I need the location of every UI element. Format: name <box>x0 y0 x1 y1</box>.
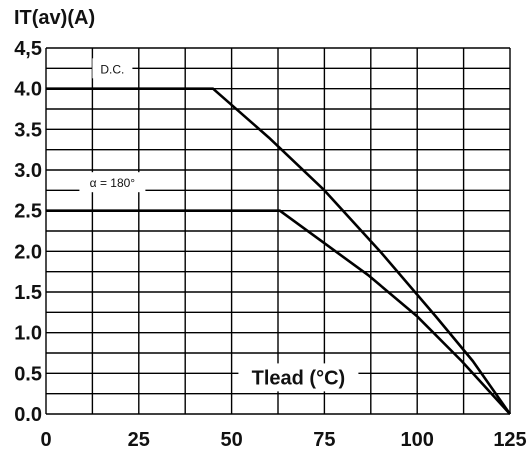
series-label-2: α = 180° <box>90 176 136 190</box>
x-tick-label: 0 <box>40 429 51 451</box>
x-axis-label-background <box>238 363 359 392</box>
y-tick-labels: 0.0 0.5 1.0 1.5 2.0 2.5 3.0 3.5 4.0 4,5 <box>14 38 42 426</box>
x-tick-label: 25 <box>128 429 150 451</box>
series-layer: D.C. α = 180° <box>46 58 512 415</box>
y-tick-label: 4,5 <box>14 38 42 60</box>
y-tick-label: 0.0 <box>14 404 42 426</box>
grid <box>45 47 511 415</box>
y-tick-label: 2.0 <box>14 241 42 263</box>
series-label-background <box>79 172 146 193</box>
x-tick-label: 100 <box>401 429 434 451</box>
y-tick-label: 2.5 <box>14 201 42 223</box>
x-tick-label: 125 <box>493 429 526 451</box>
y-tick-label: 1.0 <box>14 323 42 345</box>
y-tick-label: 3.0 <box>14 160 42 182</box>
x-tick-labels: 0 25 50 75 100 125 <box>40 429 526 451</box>
y-tick-label: 4.0 <box>14 79 42 101</box>
y-tick-label: 1.5 <box>14 282 42 304</box>
chart-title: IT(av)(A) <box>14 7 95 29</box>
chart-labels: IT(av)(A) Tlead (°C) <box>14 7 359 392</box>
series-line-2 <box>46 209 511 415</box>
series-line-1 <box>46 87 512 415</box>
series-label-background <box>92 58 133 79</box>
x-tick-label: 50 <box>220 429 242 451</box>
x-axis-label: Tlead (°C) <box>252 367 346 389</box>
y-tick-label: 0.5 <box>14 363 42 385</box>
y-tick-label: 3.5 <box>14 119 42 141</box>
series-label-1: D.C. <box>100 62 124 76</box>
x-tick-label: 75 <box>313 429 335 451</box>
